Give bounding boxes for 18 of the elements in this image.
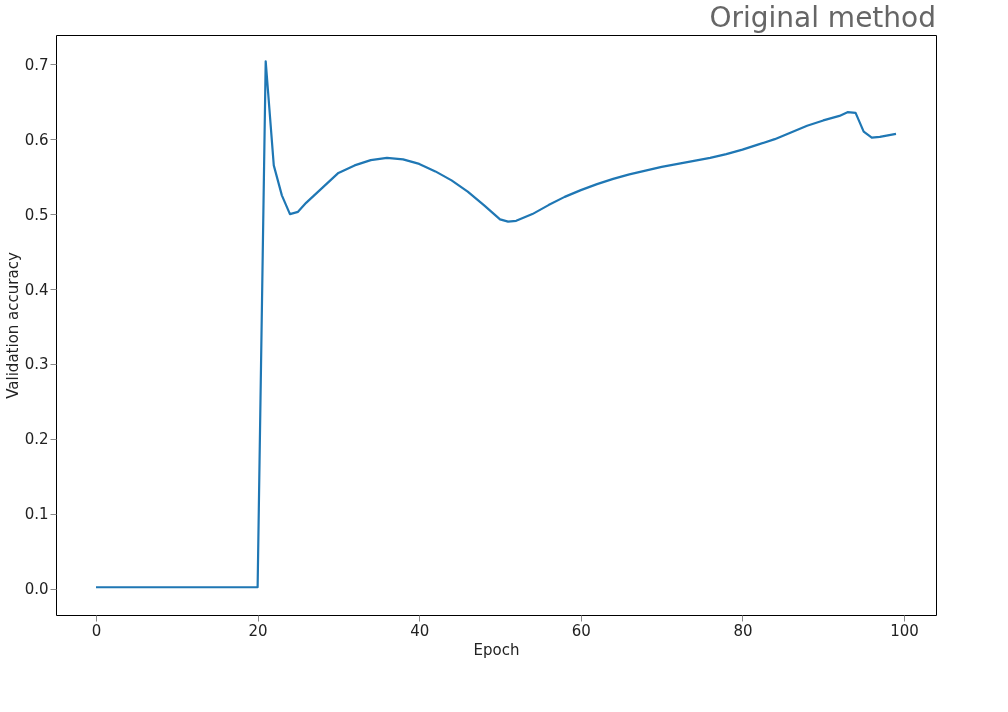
y-tick-label: 0.6 — [24, 130, 49, 149]
x-tick-label: 20 — [248, 621, 268, 640]
y-tick-label: 0.5 — [24, 205, 49, 224]
x-tick-label: 100 — [890, 621, 919, 640]
y-tick-label: 0.0 — [24, 580, 49, 599]
chart-title: Original method — [709, 1, 936, 34]
y-tick-label: 0.7 — [24, 55, 49, 74]
y-tick-label: 0.3 — [24, 355, 49, 374]
x-tick-label: 80 — [733, 621, 753, 640]
y-tick-label: 0.2 — [24, 430, 49, 449]
y-tick-label: 0.4 — [24, 280, 49, 299]
x-tick-label: 0 — [91, 621, 102, 640]
y-axis-title: Validation accuracy — [3, 252, 22, 399]
line-series — [94, 60, 898, 589]
x-axis-title: Epoch — [473, 640, 520, 659]
y-tick-label: 0.1 — [24, 505, 49, 524]
x-tick-label: 40 — [410, 621, 430, 640]
x-tick-label: 60 — [571, 621, 591, 640]
